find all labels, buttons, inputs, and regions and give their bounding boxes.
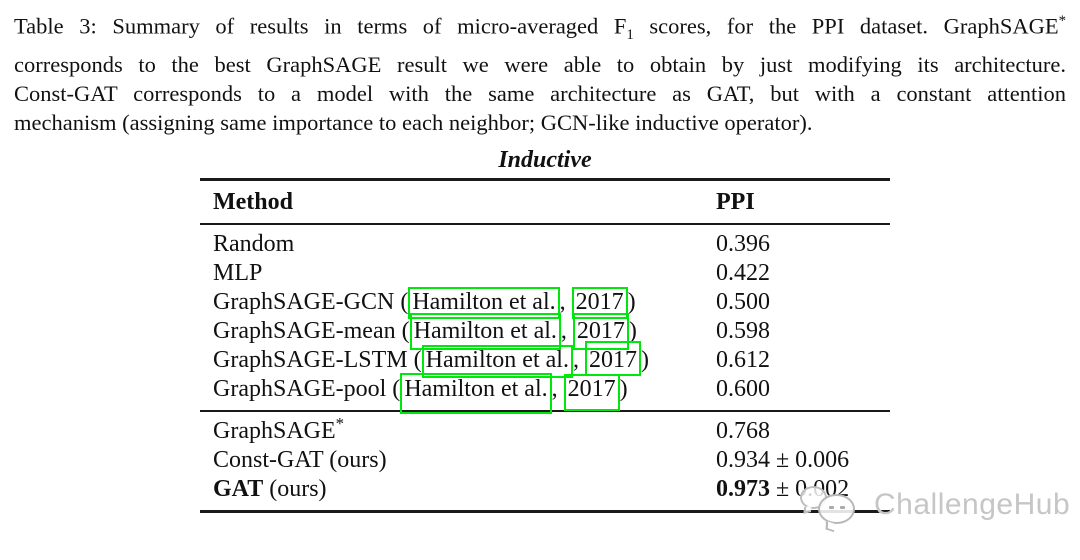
asterisk-superscript: * (335, 414, 345, 433)
method-text: GraphSAGE-mean ( (213, 318, 410, 344)
caption-line-2: corresponds to the best GraphSAGE result… (14, 52, 1066, 77)
table-row-const-gat: Const-GAT (ours) 0.934 ± 0.006 (200, 446, 890, 475)
table-group-ours: GraphSAGE* 0.768 Const-GAT (ours) 0.934 … (200, 412, 890, 510)
table-row-gat: GAT (ours) 0.973 ± 0.002 (200, 475, 890, 504)
method-cell: GraphSAGE* (200, 415, 344, 444)
table-row-graphsage-mean: GraphSAGE-mean (Hamilton et al., 2017) 0… (200, 313, 890, 350)
bubble-eye-right (840, 506, 845, 509)
value-cell: 0.396 (716, 231, 770, 257)
value-cell: 0.934 ± 0.006 (716, 447, 850, 473)
method-cell: GraphSAGE-GCN (Hamilton et al., 2017) (200, 287, 636, 319)
table-group-baselines: Random 0.396 MLP 0.422 GraphSAGE-GCN (Ha… (200, 225, 890, 414)
table-row-mlp: MLP 0.422 (200, 259, 890, 288)
annotation-box-citation-year: 2017 (563, 374, 620, 411)
mid-rule (200, 410, 890, 412)
method-text: GraphSAGE-GCN ( (213, 289, 409, 315)
method-text-bold: GAT (213, 476, 264, 502)
method-text: , (559, 289, 572, 315)
table-row-graphsage-lstm: GraphSAGE-LSTM (Hamilton et al., 2017) 0… (200, 341, 890, 378)
caption-text: scores, for the PPI dataset. GraphSAGE (633, 13, 1059, 39)
method-cell: Random (213, 231, 295, 257)
table-row-random: Random 0.396 (200, 230, 890, 259)
caption-text: Table 3: Summary of results in terms of … (14, 13, 627, 39)
watermark-text: ChallengeHub (874, 488, 1071, 521)
annotation-box-citation-year: 2017 (571, 287, 628, 319)
method-cell: GraphSAGE-mean (Hamilton et al., 2017) (200, 313, 637, 350)
table-row-graphsage-pool: GraphSAGE-pool (Hamilton et al., 2017) 0… (200, 373, 890, 414)
value-text-bold: 0.973 (716, 476, 770, 502)
header-rule (200, 223, 890, 225)
method-cell: GraphSAGE-LSTM (Hamilton et al., 2017) (200, 341, 649, 378)
value-cell: 0.598 (716, 318, 770, 344)
value-cell: 0.500 (716, 289, 770, 315)
speech-bubble-front (818, 494, 855, 524)
column-header-method: Method (213, 189, 293, 215)
bubble-eye-left (829, 506, 834, 509)
table-group-title: Inductive (498, 147, 592, 173)
method-cell: GAT (ours) (200, 476, 327, 502)
annotation-box-citation-name: Hamilton et al. (421, 345, 573, 378)
caption-line-1: Table 3: Summary of results in terms of … (14, 7, 1066, 50)
method-text: GraphSAGE-pool ( (213, 376, 401, 402)
method-cell: Const-GAT (ours) (213, 447, 387, 473)
value-cell: 0.422 (716, 260, 770, 286)
method-text: , (560, 318, 573, 344)
value-cell: 0.768 (716, 418, 770, 444)
method-text: ) (627, 289, 636, 315)
method-text: , (551, 376, 564, 402)
table-row-graphsage-gcn: GraphSAGE-GCN (Hamilton et al., 2017) 0.… (200, 287, 890, 319)
method-cell: MLP (213, 260, 263, 286)
caption-line-4: mechanism (assigning same importance to … (14, 110, 813, 135)
table-caption: Table 3: Summary of results in terms of … (14, 7, 1066, 137)
annotation-box-citation-name: Hamilton et al. (409, 313, 561, 350)
method-text: (ours) (263, 476, 327, 502)
caption-line-3: Const-GAT corresponds to a model with th… (14, 81, 1066, 106)
annotation-box-citation-name: Hamilton et al. (400, 373, 552, 414)
watermark: ChallengeHub (796, 480, 1076, 550)
table-row-graphsage-star: GraphSAGE* 0.768 (200, 415, 890, 446)
method-text: GraphSAGE-LSTM ( (213, 347, 422, 373)
chat-bubbles-icon (796, 484, 868, 542)
results-table: Inductive Method PPI Random 0.396 MLP 0.… (200, 145, 890, 513)
bottom-rule (200, 510, 890, 513)
annotation-box-citation-year: 2017 (584, 341, 641, 376)
annotation-box-citation-year: 2017 (572, 313, 629, 350)
method-text: ) (640, 347, 649, 373)
method-text: ) (619, 376, 628, 402)
speech-bubble-back-tail (803, 505, 812, 514)
method-cell: GraphSAGE-pool (Hamilton et al., 2017) (200, 373, 628, 414)
method-text: ) (628, 318, 637, 344)
table-header-row: Method PPI (200, 181, 890, 223)
column-header-ppi: PPI (716, 189, 755, 215)
top-rule (200, 178, 890, 181)
method-text: , (572, 347, 585, 373)
value-cell: 0.600 (716, 376, 770, 402)
annotation-box-citation-name: Hamilton et al. (408, 287, 560, 319)
method-text: GraphSAGE (213, 418, 336, 444)
value-cell: 0.612 (716, 347, 770, 373)
graphsage-asterisk: * (1058, 13, 1066, 29)
f1-subscript: 1 (626, 27, 634, 43)
speech-bubble-front-tail (825, 520, 835, 533)
